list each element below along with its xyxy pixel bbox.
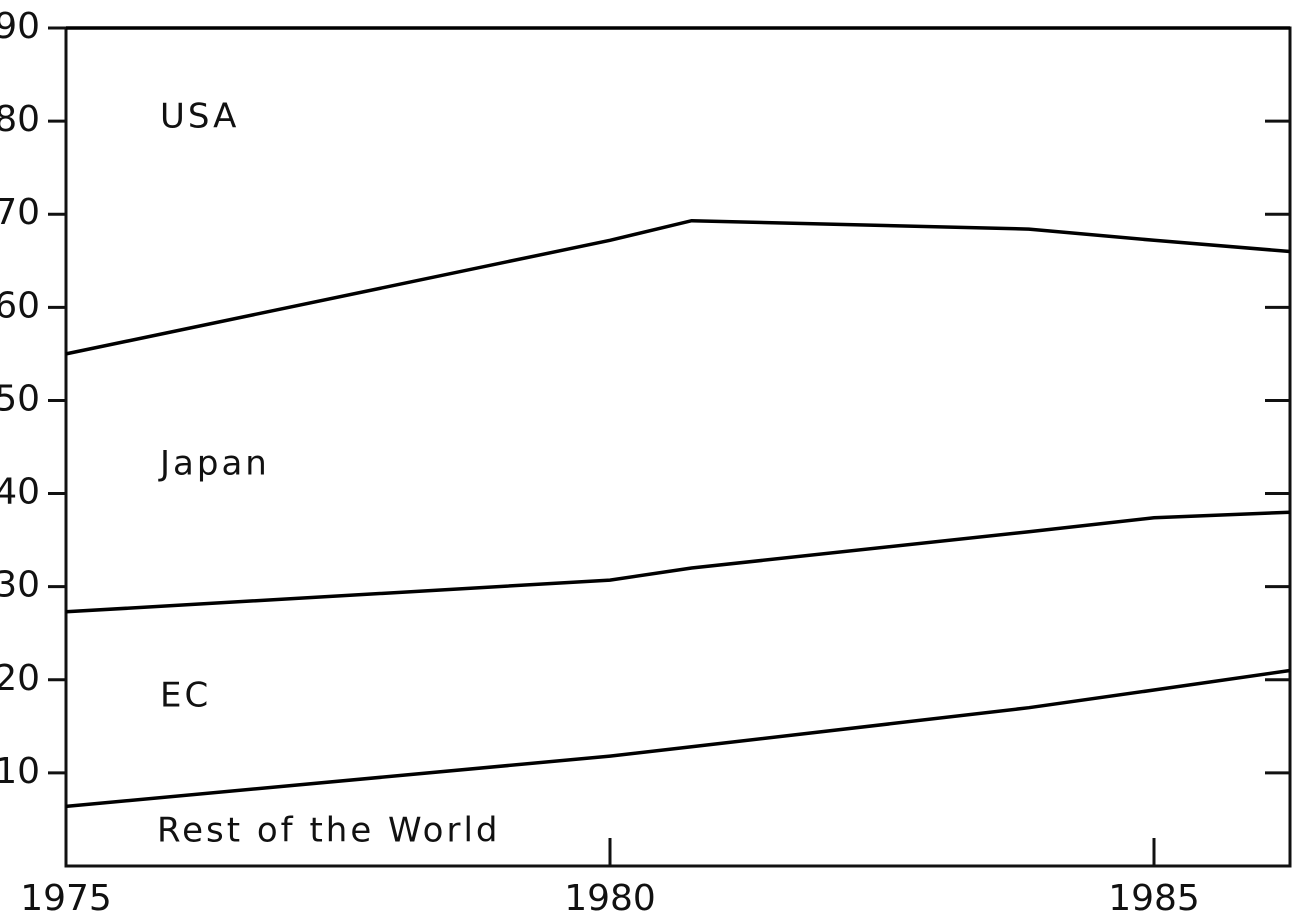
stack-line [65, 218, 1291, 356]
stack-line [65, 510, 1291, 614]
region-label: Rest of the World [157, 811, 501, 851]
y-tick-label: 10 [0, 751, 40, 792]
x-tick-label: 1980 [564, 878, 656, 919]
y-tick-label: 60 [0, 285, 40, 326]
y-tick-label: 50 [0, 378, 40, 419]
y-tick-label: 30 [0, 565, 40, 606]
region-label: EC [160, 676, 211, 716]
y-tick-label: 70 [0, 192, 40, 233]
x-tick-label: 1975 [20, 878, 112, 919]
x-tick-label: 1985 [1108, 878, 1200, 919]
y-tick-label: 20 [0, 658, 40, 699]
region-label: Japan [158, 444, 270, 484]
region-label: USA [160, 97, 239, 137]
y-tick-label: 80 [0, 99, 40, 140]
stack-line [65, 668, 1291, 809]
y-tick-label: 90 [0, 6, 40, 47]
y-tick-label: 40 [0, 472, 40, 513]
